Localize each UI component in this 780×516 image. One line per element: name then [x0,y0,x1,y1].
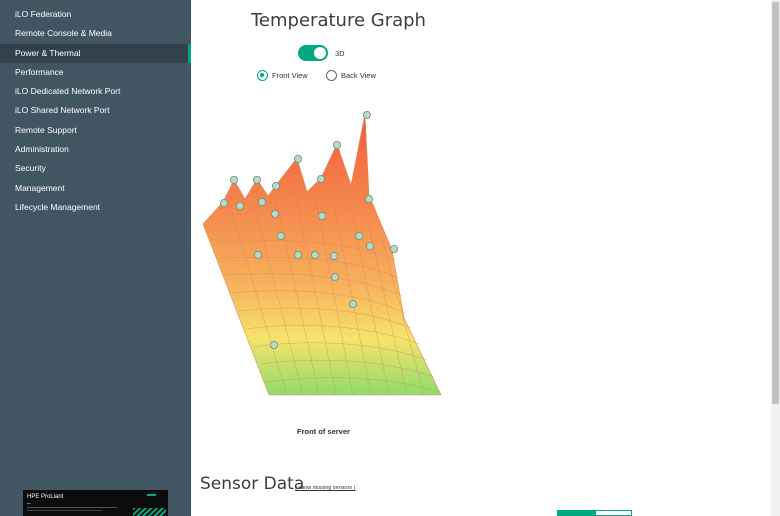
sidebar: iLO Federation Remote Console & Media Po… [0,0,191,516]
front-view-label: Front View [272,71,308,80]
sensor-marker[interactable] [354,231,363,240]
surface-grid [210,191,441,396]
sidebar-item-administration[interactable]: Administration [0,140,191,159]
sensor-marker[interactable] [364,195,373,204]
3d-toggle-label: 3D [335,49,345,58]
product-generation-mark: ▬ [27,501,31,505]
page-title: Temperature Graph [251,10,426,31]
product-fine-print [27,507,117,508]
sensor-marker[interactable] [277,231,286,240]
sidebar-item-label: Management [15,182,65,193]
product-logo: HPE ProLiant ▬ [23,490,168,516]
sidebar-item-label: Remote Console & Media [15,28,112,39]
graph-caption: Front of server [297,427,350,436]
sensor-marker[interactable] [258,198,267,207]
sensor-marker[interactable] [219,199,228,208]
sensor-marker[interactable] [270,340,279,349]
sidebar-item-remote-support[interactable]: Remote Support [0,121,191,140]
sensor-marker[interactable] [230,176,239,185]
sidebar-item-management[interactable]: Management [0,179,191,198]
show-missing-sensors-link[interactable]: ( show missing sensors ) [295,485,356,491]
sidebar-item-label: Remote Support [15,124,77,135]
thermal-surface-side [203,224,269,395]
product-stripe-graphic [133,508,166,516]
main-content: Temperature Graph 3D Front View Back Vie… [191,0,771,516]
sidebar-item-remote-console[interactable]: Remote Console & Media [0,24,191,43]
scrollbar-thumb[interactable] [772,2,779,404]
sensor-marker[interactable] [272,182,281,191]
page-scrollbar[interactable] [771,0,780,516]
hpe-logo [147,494,167,497]
product-name: HPE ProLiant [27,494,64,500]
sidebar-item-lifecycle-management[interactable]: Lifecycle Management [0,198,191,217]
radio-indicator [257,70,268,81]
sensor-view-toggle-active [558,511,596,515]
sidebar-nav: iLO Federation Remote Console & Media Po… [0,0,191,217]
sensor-marker[interactable] [294,155,303,164]
sensor-marker[interactable] [311,250,320,259]
toggle-knob [314,47,326,59]
sensor-marker[interactable] [330,272,339,281]
sidebar-item-performance[interactable]: Performance [0,63,191,82]
sensor-marker[interactable] [365,241,374,250]
sensor-marker[interactable] [389,244,398,253]
sidebar-item-label: iLO Dedicated Network Port [15,86,121,97]
sidebar-item-label: Lifecycle Management [15,201,101,212]
sensor-marker[interactable] [332,141,341,150]
sensor-marker[interactable] [318,212,327,221]
temperature-3d-graph[interactable] [191,100,491,410]
sidebar-item-power-thermal[interactable]: Power & Thermal [0,43,191,63]
thermal-surface [202,113,442,396]
sensor-marker[interactable] [362,110,371,119]
sidebar-item-label: Power & Thermal [15,47,81,58]
sensor-marker[interactable] [348,299,357,308]
product-fine-print [27,510,102,511]
sidebar-item-label: Administration [15,144,69,155]
sensor-marker[interactable] [254,250,263,259]
radio-indicator [326,70,337,81]
front-view-radio[interactable]: Front View [257,70,308,81]
sensor-marker[interactable] [329,251,338,260]
sidebar-item-security[interactable]: Security [0,159,191,178]
sensor-marker[interactable] [317,175,326,184]
sensor-marker[interactable] [271,210,280,219]
sensor-view-toggle[interactable] [557,510,632,516]
sidebar-item-label: iLO Shared Network Port [15,105,110,116]
sidebar-item-label: Security [15,163,46,174]
sensor-marker[interactable] [253,176,262,185]
sidebar-item-shared-network-port[interactable]: iLO Shared Network Port [0,101,191,120]
sidebar-item-label: Performance [15,66,64,77]
sensor-marker[interactable] [294,250,303,259]
back-view-label: Back View [341,71,376,80]
sidebar-item-dedicated-network-port[interactable]: iLO Dedicated Network Port [0,82,191,101]
sidebar-item-ilo-federation[interactable]: iLO Federation [0,5,191,24]
sensor-data-heading: Sensor Data [200,474,305,494]
sensor-marker[interactable] [236,202,245,211]
sidebar-item-label: iLO Federation [15,9,72,19]
back-view-radio[interactable]: Back View [326,70,376,81]
sensor-markers [219,110,398,349]
3d-toggle[interactable] [298,45,328,61]
